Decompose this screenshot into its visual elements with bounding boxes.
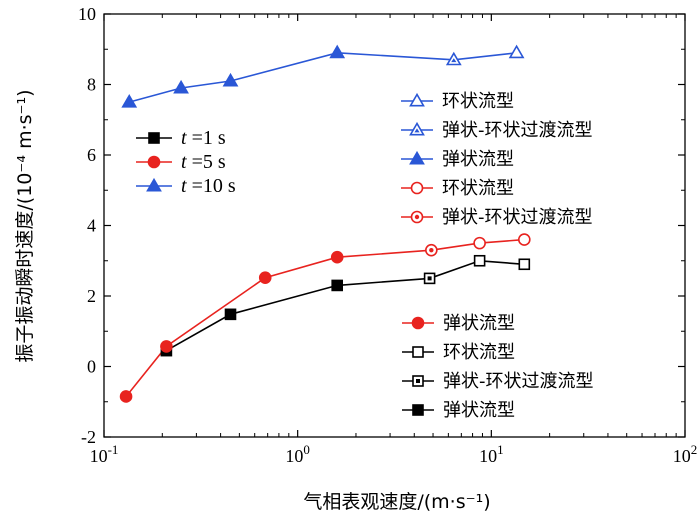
x-tick-label: 100 [285, 442, 310, 466]
legend-marker [146, 177, 162, 192]
legend-pattern-label: 弹状-环状过渡流型 [442, 207, 593, 228]
x-tick-label: 102 [673, 442, 698, 466]
legend-pattern-entry: 环状流型 [402, 342, 515, 363]
y-tick-label: 4 [87, 216, 96, 236]
plot-area [103, 13, 686, 438]
legend-marker [412, 346, 424, 358]
legend-pattern-entry: 弹状流型 [402, 400, 515, 421]
data-point [258, 271, 272, 284]
legend-series: t =1 st =5 st =10 s [136, 127, 236, 197]
legend-pattern-label: 弹状流型 [443, 400, 515, 421]
legend-pattern-label: 环状流型 [443, 342, 515, 363]
y-tick-label: 0 [87, 357, 96, 377]
data-point [331, 279, 343, 292]
legend-marker [409, 92, 425, 107]
y-tick-label: 10 [78, 4, 96, 24]
data-point [173, 79, 189, 94]
plot-frame [103, 13, 686, 438]
legend-series-entry: t =10 s [136, 175, 236, 197]
data-point [473, 254, 486, 267]
legend-pattern-entry: 弹状流型 [401, 149, 514, 170]
data-point [329, 44, 346, 59]
legend-series-entry: t =5 s [136, 151, 226, 173]
legend-pattern-label: 环状流型 [442, 178, 514, 199]
axis-ticks: -2 0 2 4 6 8 10 10-1 100 101 102 [78, 4, 697, 466]
legend-series-label: t =10 s [181, 175, 236, 197]
legend-pattern-entry: 弹状流型 [402, 313, 515, 334]
data-point [222, 72, 239, 87]
legend-marker [147, 155, 161, 169]
x-axis-title: 气相表观速度/(m·s⁻¹) [303, 491, 490, 513]
data-point [160, 340, 173, 353]
legend-marker [410, 210, 424, 224]
legend-pattern-label: 弹状-环状过渡流型 [443, 371, 594, 392]
y-tick-label: -2 [81, 427, 96, 447]
legend-pattern-entry: 环状流型 [401, 178, 514, 199]
series-line [166, 259, 525, 352]
legend-pattern-label: 环状流型 [442, 91, 514, 112]
data-point [423, 272, 436, 285]
legend-pattern-label: 弹状流型 [443, 313, 515, 334]
legend-pattern-label: 弹状流型 [442, 149, 514, 170]
legend-marker [148, 132, 160, 144]
data-point [224, 308, 237, 321]
y-axis-title: 振子振动瞬时速度/(10⁻⁴ m·s⁻¹) [14, 89, 36, 362]
data-point [330, 250, 344, 264]
legend-marker [409, 121, 425, 136]
data-point [445, 51, 462, 66]
legend-marker [412, 404, 424, 416]
series-line [128, 51, 517, 103]
y-tick-label: 6 [87, 145, 96, 165]
data-markers [119, 44, 531, 403]
legend-series-entry: t =1 s [136, 127, 226, 149]
y-tick-label: 2 [87, 286, 96, 306]
x-tick-label: 10-1 [90, 442, 119, 466]
y-tick-label: 8 [87, 75, 96, 95]
data-point [425, 243, 438, 257]
data-point [121, 94, 138, 108]
legend-series-label: t =1 s [181, 127, 226, 149]
legend-pattern-entry: 环状流型 [401, 91, 514, 112]
legend-pattern-entry: 弹状-环状过渡流型 [401, 207, 593, 228]
data-point [508, 44, 525, 59]
legend-pattern-label: 弹状-环状过渡流型 [442, 120, 593, 141]
legend-marker [411, 316, 425, 330]
legend-pattern-entry: 弹状-环状过渡流型 [401, 120, 593, 141]
legend-series-label: t =5 s [181, 151, 226, 173]
data-point [119, 390, 133, 403]
data-point [518, 258, 531, 271]
x-tick-label: 101 [479, 442, 504, 466]
legend-marker [409, 150, 425, 165]
legend-marker [412, 375, 424, 387]
data-point [473, 236, 486, 250]
data-point [518, 233, 531, 246]
legend-pattern-entry: 弹状-环状过渡流型 [402, 371, 594, 392]
legend-marker [410, 181, 424, 195]
